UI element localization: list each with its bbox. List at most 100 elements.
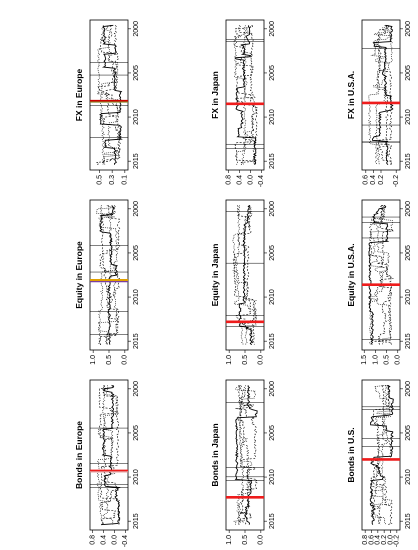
panel-title: FX in Europe — [74, 69, 84, 122]
y-tick-label: 1.0 — [90, 355, 97, 365]
panel-title: Equity in U.S.A. — [346, 243, 356, 306]
series-line — [371, 24, 394, 166]
x-tick-label: 2015 — [269, 153, 276, 169]
y-tick-label: 0.0 — [247, 175, 254, 185]
y-tick-label: 0.5 — [106, 355, 113, 365]
y-tick-label: 0.0 — [387, 535, 394, 545]
series-line — [97, 25, 110, 165]
series-line — [99, 24, 123, 165]
y-tick-label: 0.4 — [370, 175, 377, 185]
series-line — [372, 385, 393, 525]
panel-equity-japan: 2000 2005 2010 2015 0.0 0.5 1.0 Equity in Japan — [210, 199, 276, 365]
series-line — [372, 25, 393, 165]
x-tick-label: 2000 — [405, 21, 412, 37]
panel-fx-europe: 2000 2005 2010 2015 0.1 0.3 0.5 FX in Europe — [74, 19, 140, 185]
series-line — [98, 385, 121, 525]
y-tick-label: 0.5 — [242, 535, 249, 545]
series-line — [370, 205, 392, 345]
x-tick-label: 2005 — [133, 425, 140, 441]
series-line — [233, 25, 258, 165]
y-tick-label: 0.4 — [236, 175, 243, 185]
x-tick-label: 2010 — [269, 109, 276, 125]
panel-title: FX in Japan — [210, 71, 220, 119]
x-tick-label: 2015 — [269, 513, 276, 529]
x-tick-label: 2000 — [405, 381, 412, 397]
series-line — [238, 204, 253, 346]
y-tick-label: 0.5 — [96, 175, 103, 185]
panel-fx-usa: 2000 2005 2010 2015 -0.2 0.20.40.6 FX in U.S.A… — [346, 19, 412, 187]
series-line — [234, 25, 258, 165]
x-tick-label: 2015 — [405, 333, 412, 349]
series-line — [373, 205, 394, 345]
series-line — [96, 25, 120, 165]
x-tick-label: 2005 — [269, 425, 276, 441]
panel-title: Equity in Europe — [74, 241, 84, 309]
y-tick-label: 1.5 — [361, 355, 368, 365]
panel-title: Bonds in Japan — [210, 423, 220, 486]
panel-equity-europe: 2000 2005 2010 2015 0.0 0.5 1.0 Equity in Europ… — [74, 199, 140, 365]
y-tick-label: 1.0 — [372, 355, 379, 365]
x-tick-label: 2015 — [269, 333, 276, 349]
x-tick-label: 2005 — [133, 245, 140, 261]
series-line — [234, 25, 253, 165]
x-tick-label: 2000 — [269, 21, 276, 37]
series-line — [368, 205, 392, 345]
series-line — [99, 205, 119, 345]
series-line — [234, 205, 257, 345]
y-tick-label: 0.0 — [395, 355, 402, 365]
x-tick-label: 2000 — [133, 201, 140, 217]
x-tick-label: 2005 — [133, 65, 140, 81]
y-tick-label: 0.2 — [378, 175, 385, 185]
series-line — [368, 205, 394, 345]
series-line — [100, 25, 121, 165]
y-tick-label: -0.4 — [258, 175, 265, 187]
x-tick-label: 2000 — [269, 381, 276, 397]
y-tick-label: 0.0 — [258, 535, 265, 545]
x-tick-label: 2010 — [405, 469, 412, 485]
x-tick-label: 2000 — [133, 381, 140, 397]
x-tick-label: 2015 — [405, 513, 412, 529]
y-tick-label: 0.3 — [109, 175, 116, 185]
x-tick-label: 2010 — [269, 289, 276, 305]
y-tick-label: 0.8 — [226, 175, 233, 185]
panel-bonds-usa: 2000 2005 2010 2015 -0.20.00.20.40.60.8 Bonds… — [346, 379, 412, 547]
y-tick-label: 0.0 — [122, 355, 129, 365]
panel-title: Bonds in Europe — [74, 421, 84, 489]
plot-frame — [89, 379, 129, 531]
plot-frame — [89, 19, 129, 171]
x-tick-label: 2000 — [405, 201, 412, 217]
y-tick-label: 0.1 — [122, 175, 129, 185]
y-tick-label: 1.0 — [226, 355, 233, 365]
series-line — [98, 385, 119, 525]
series-line — [370, 385, 390, 525]
y-tick-label: 0.8 — [90, 535, 97, 545]
panel-fx-japan: 2000 2005 2010 2015 -0.4 0.0 0.40.8 FX in Japan — [210, 19, 276, 187]
series-line — [370, 385, 392, 525]
x-tick-label: 2010 — [133, 469, 140, 485]
x-tick-label: 2005 — [269, 65, 276, 81]
x-tick-label: 2010 — [269, 469, 276, 485]
series-line — [96, 385, 118, 525]
x-tick-label: 2015 — [133, 153, 140, 169]
x-tick-label: 2000 — [269, 201, 276, 217]
panel-title: FX in U.S.A. — [346, 71, 356, 119]
series-line — [95, 25, 121, 165]
y-tick-label: 0.6 — [363, 175, 370, 185]
x-tick-label: 2010 — [133, 289, 140, 305]
x-tick-label: 2000 — [133, 21, 140, 37]
x-tick-label: 2005 — [269, 245, 276, 261]
series-line — [233, 385, 256, 525]
y-tick-label: 0.0 — [111, 535, 118, 545]
series-line — [98, 205, 118, 345]
series-line — [376, 25, 393, 165]
panel-bonds-europe: 2000 2005 2010 2015 -0.4 0.0 0.40.8 Bonds in Eu… — [74, 379, 140, 547]
x-tick-label: 2005 — [405, 245, 412, 261]
x-tick-label: 2010 — [405, 289, 412, 305]
plot-frame — [225, 19, 265, 171]
x-tick-label: 2010 — [133, 109, 140, 125]
y-tick-label: 0.8 — [362, 535, 369, 545]
y-tick-label: 0.0 — [258, 355, 265, 365]
plot-frame — [361, 379, 401, 531]
series-line — [368, 204, 390, 345]
